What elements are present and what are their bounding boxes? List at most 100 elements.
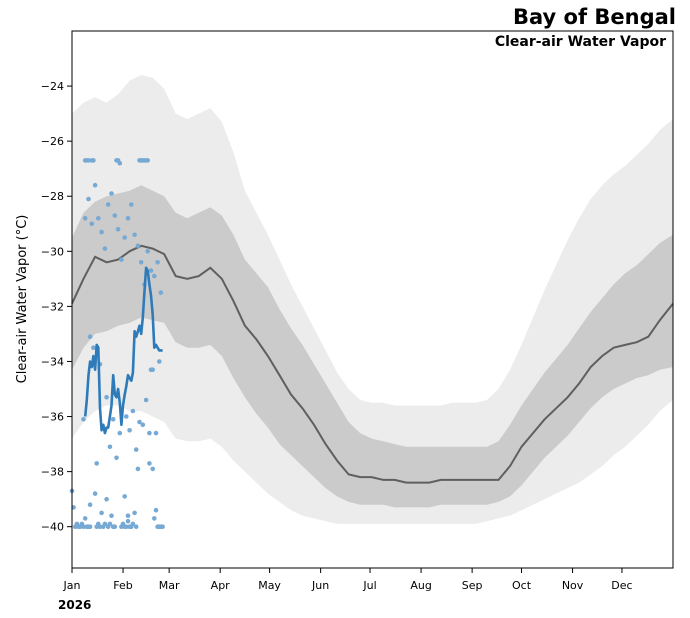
observation-point xyxy=(147,430,152,436)
observation-point xyxy=(133,524,139,529)
observation-point xyxy=(122,235,127,240)
observation-point xyxy=(143,397,149,403)
y-tick-label: −32 xyxy=(41,300,64,313)
current-year-line xyxy=(83,266,163,435)
observation-point xyxy=(129,202,134,207)
observation-point xyxy=(124,524,129,529)
observation-point xyxy=(155,260,160,265)
observation-point xyxy=(153,507,159,513)
x-tick-label: Aug xyxy=(410,579,431,592)
observation-point xyxy=(91,158,96,163)
observation-point xyxy=(122,494,127,499)
x-tick-label: Dec xyxy=(611,579,632,592)
observation-point xyxy=(82,216,88,221)
y-tick-label: −26 xyxy=(41,135,64,148)
observation-point xyxy=(158,290,164,295)
observation-point xyxy=(119,257,124,262)
observation-point xyxy=(157,359,162,364)
observation-point xyxy=(130,521,136,527)
observation-point xyxy=(102,246,108,251)
y-tick-label: −40 xyxy=(41,521,64,534)
observation-point xyxy=(138,260,144,265)
observation-point xyxy=(97,524,103,529)
observation-point xyxy=(107,444,113,450)
observation-point xyxy=(115,227,121,232)
y-tick-label: −36 xyxy=(41,411,64,424)
x-tick-label: Apr xyxy=(211,579,231,592)
observation-point xyxy=(92,182,98,188)
observation-point xyxy=(148,268,154,273)
x-tick-label: Jul xyxy=(362,579,376,592)
observation-point xyxy=(150,367,155,373)
observation-point xyxy=(117,160,123,166)
observation-point xyxy=(145,158,150,163)
observation-point xyxy=(89,221,95,227)
observation-point xyxy=(147,461,152,466)
observation-point xyxy=(117,430,123,436)
observation-point xyxy=(107,521,113,527)
observation-point xyxy=(87,334,93,340)
year-label: 2026 xyxy=(58,598,91,612)
x-tick-label: Jun xyxy=(311,579,329,592)
observation-point xyxy=(105,202,111,207)
x-tick-label: Nov xyxy=(562,579,584,592)
x-tick-label: May xyxy=(258,579,281,592)
observation-point xyxy=(82,516,88,521)
chart-title: Bay of Bengal xyxy=(513,5,676,29)
observation-point xyxy=(153,430,159,436)
observation-point xyxy=(137,419,142,425)
observation-point xyxy=(112,213,118,218)
observation-point xyxy=(130,408,136,414)
observation-point xyxy=(125,513,131,518)
y-axis-label: Clear-air Water Vapor (°C) xyxy=(15,215,30,384)
y-tick-label: −28 xyxy=(41,190,64,203)
observation-point xyxy=(96,216,101,221)
observation-point xyxy=(109,191,114,196)
plot-area xyxy=(69,75,674,529)
observation-point xyxy=(87,502,93,508)
observation-points xyxy=(69,158,165,529)
observation-point xyxy=(92,491,98,496)
observation-point xyxy=(145,249,150,254)
observation-point xyxy=(132,232,137,238)
observation-point xyxy=(86,196,91,202)
y-axis: −40 −38 −36 −34 −32 −30 −28 −26 −24 xyxy=(41,80,72,534)
observation-point xyxy=(135,243,141,249)
percentile-band-25-75 xyxy=(72,185,673,508)
observation-point xyxy=(135,466,141,472)
observation-point xyxy=(109,513,114,518)
observation-point xyxy=(132,510,137,516)
plot-frame xyxy=(71,30,674,569)
x-axis: Jan Feb Mar Apr May Jun Jul Aug Sep Oct Nov Dec xyxy=(63,568,633,592)
observation-point xyxy=(124,414,129,419)
observation-point xyxy=(140,422,146,428)
observation-point xyxy=(102,521,108,527)
observation-point xyxy=(133,447,139,452)
observation-point xyxy=(81,524,86,529)
chart-subtitle: Clear-air Water Vapor xyxy=(495,34,666,50)
observation-point xyxy=(99,510,104,516)
observation-point xyxy=(114,455,119,461)
observation-point xyxy=(152,516,157,521)
observation-point xyxy=(87,524,93,529)
observation-point xyxy=(86,158,91,163)
x-tick-label: Sep xyxy=(462,579,483,592)
observation-point xyxy=(99,229,104,235)
observation-point xyxy=(150,466,155,472)
observation-point xyxy=(94,461,99,466)
observation-point xyxy=(160,524,165,529)
y-tick-label: −30 xyxy=(41,245,64,258)
climatology-mean-line xyxy=(71,244,674,484)
observation-point xyxy=(110,417,116,422)
y-tick-label: −38 xyxy=(41,466,64,479)
observation-point xyxy=(91,345,96,351)
x-tick-label: Jan xyxy=(63,579,81,592)
observation-point xyxy=(125,216,131,221)
observation-point xyxy=(112,524,118,529)
observation-point xyxy=(104,395,109,400)
x-tick-label: Feb xyxy=(113,579,132,592)
observation-point xyxy=(104,496,109,502)
observation-point xyxy=(127,428,132,433)
y-tick-label: −24 xyxy=(41,80,64,93)
